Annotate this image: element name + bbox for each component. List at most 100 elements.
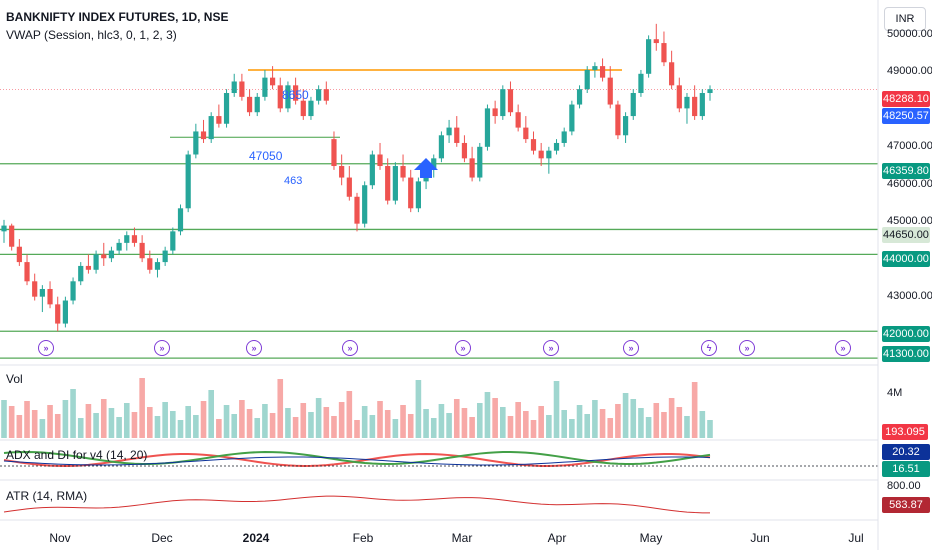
candle-body [154, 262, 161, 270]
adx-line [3, 456, 711, 466]
candle-body [646, 39, 652, 74]
candle-body [254, 96, 260, 113]
candle-body [538, 150, 544, 159]
volume-bar [569, 419, 575, 438]
volume-bar [269, 413, 276, 438]
candle-body [170, 231, 176, 251]
candle-body [339, 166, 345, 178]
volume-bar [216, 419, 222, 438]
event-marker-icon[interactable]: » [739, 340, 755, 356]
event-marker-icon[interactable]: » [154, 340, 170, 356]
volume-bar [208, 390, 214, 438]
candle-body [323, 89, 329, 101]
time-axis-label: Mar [451, 531, 473, 545]
volume-bar [70, 389, 76, 438]
volume-bar [484, 392, 491, 438]
candle-body [354, 196, 360, 224]
volume-bar [453, 399, 460, 438]
volume-bar [676, 407, 683, 438]
volume-pane-label[interactable]: Vol [6, 372, 23, 386]
currency-selector[interactable]: INR [884, 7, 926, 31]
volume-bar [476, 403, 483, 438]
candle-body [377, 154, 383, 167]
atr-pane-label[interactable]: ATR (14, RMA) [6, 489, 88, 503]
volume-bar [100, 399, 107, 438]
volume-bar [254, 418, 261, 438]
event-marker-icon[interactable]: » [835, 340, 851, 356]
volume-bar [446, 413, 452, 438]
volume-bar [354, 420, 360, 438]
adx-pane-label[interactable]: ADX and DI for v4 (14, 20) [6, 448, 148, 462]
candle-body [692, 96, 698, 117]
candle-body [630, 93, 636, 117]
candle-body [576, 89, 583, 105]
annotation-463: 463 [284, 175, 303, 187]
candle-body [193, 131, 199, 155]
volume-bar [331, 416, 337, 438]
volume-bar [24, 401, 30, 438]
volume-bar [200, 401, 207, 438]
price-tag-last: 48288.10 [882, 91, 930, 107]
candle-body [177, 208, 184, 232]
volume-bar [277, 379, 284, 438]
candle-body [85, 265, 92, 270]
volume-bar [239, 400, 245, 438]
volume-bar [338, 402, 345, 438]
volume-bar [653, 403, 660, 438]
arrow-marker [414, 158, 438, 178]
candle-body [9, 225, 15, 247]
candle-body [362, 185, 368, 224]
candle-body [561, 131, 567, 143]
candle-body [615, 104, 621, 136]
volume-bar [415, 380, 422, 438]
volume-bar [630, 399, 637, 438]
candle-body [408, 177, 414, 209]
volume-bar [85, 404, 92, 438]
event-marker-icon[interactable]: » [543, 340, 559, 356]
candles-layer [1, 23, 713, 332]
volume-bar [193, 415, 199, 438]
candle-body [676, 85, 682, 109]
volume-bar [16, 415, 23, 438]
volume-bar [684, 416, 690, 438]
candle-body [523, 127, 529, 140]
candle-body [569, 104, 575, 132]
candle-body [70, 281, 76, 301]
volume-bar [400, 405, 406, 438]
volume-bar [300, 403, 307, 438]
candle-body [116, 242, 122, 251]
time-axis-label: Apr [547, 531, 567, 545]
candle-body [55, 304, 61, 324]
atr-tag: 583.87 [882, 497, 930, 513]
candle-body [592, 66, 598, 70]
volume-bar [154, 416, 161, 438]
event-marker-icon[interactable]: » [38, 340, 54, 356]
candle-body [707, 89, 713, 94]
volume-bar [185, 406, 191, 438]
price-axis-label: 46000.00 [887, 178, 932, 190]
candle-body [62, 300, 68, 324]
event-marker-icon[interactable]: » [455, 340, 471, 356]
candle-body [316, 89, 322, 101]
event-marker-icon[interactable]: » [246, 340, 262, 356]
volume-bar [615, 404, 621, 438]
atr-pane [3, 495, 711, 514]
event-marker-icon[interactable]: ϟ [701, 340, 717, 356]
time-axis-label: 2024 [242, 531, 270, 545]
event-marker-icon[interactable]: » [342, 340, 358, 356]
candle-body [47, 288, 53, 305]
candle-body [400, 166, 406, 178]
candle-body [131, 235, 138, 243]
time-axis-label: Jun [750, 531, 770, 545]
candle-body [638, 73, 644, 94]
event-marker-icon[interactable]: » [623, 340, 639, 356]
volume-bar [622, 393, 629, 438]
volume-bar [607, 418, 614, 438]
chart-title: BANKNIFTY INDEX FUTURES, 1D, NSE [6, 10, 229, 24]
time-axis-label: Jul [848, 531, 864, 545]
price-tag-level: 46359.80 [882, 163, 930, 179]
volume-bar [561, 410, 567, 438]
candle-body [16, 246, 22, 263]
vwap-legend[interactable]: VWAP (Session, hlc3, 0, 1, 2, 3) [6, 28, 177, 42]
